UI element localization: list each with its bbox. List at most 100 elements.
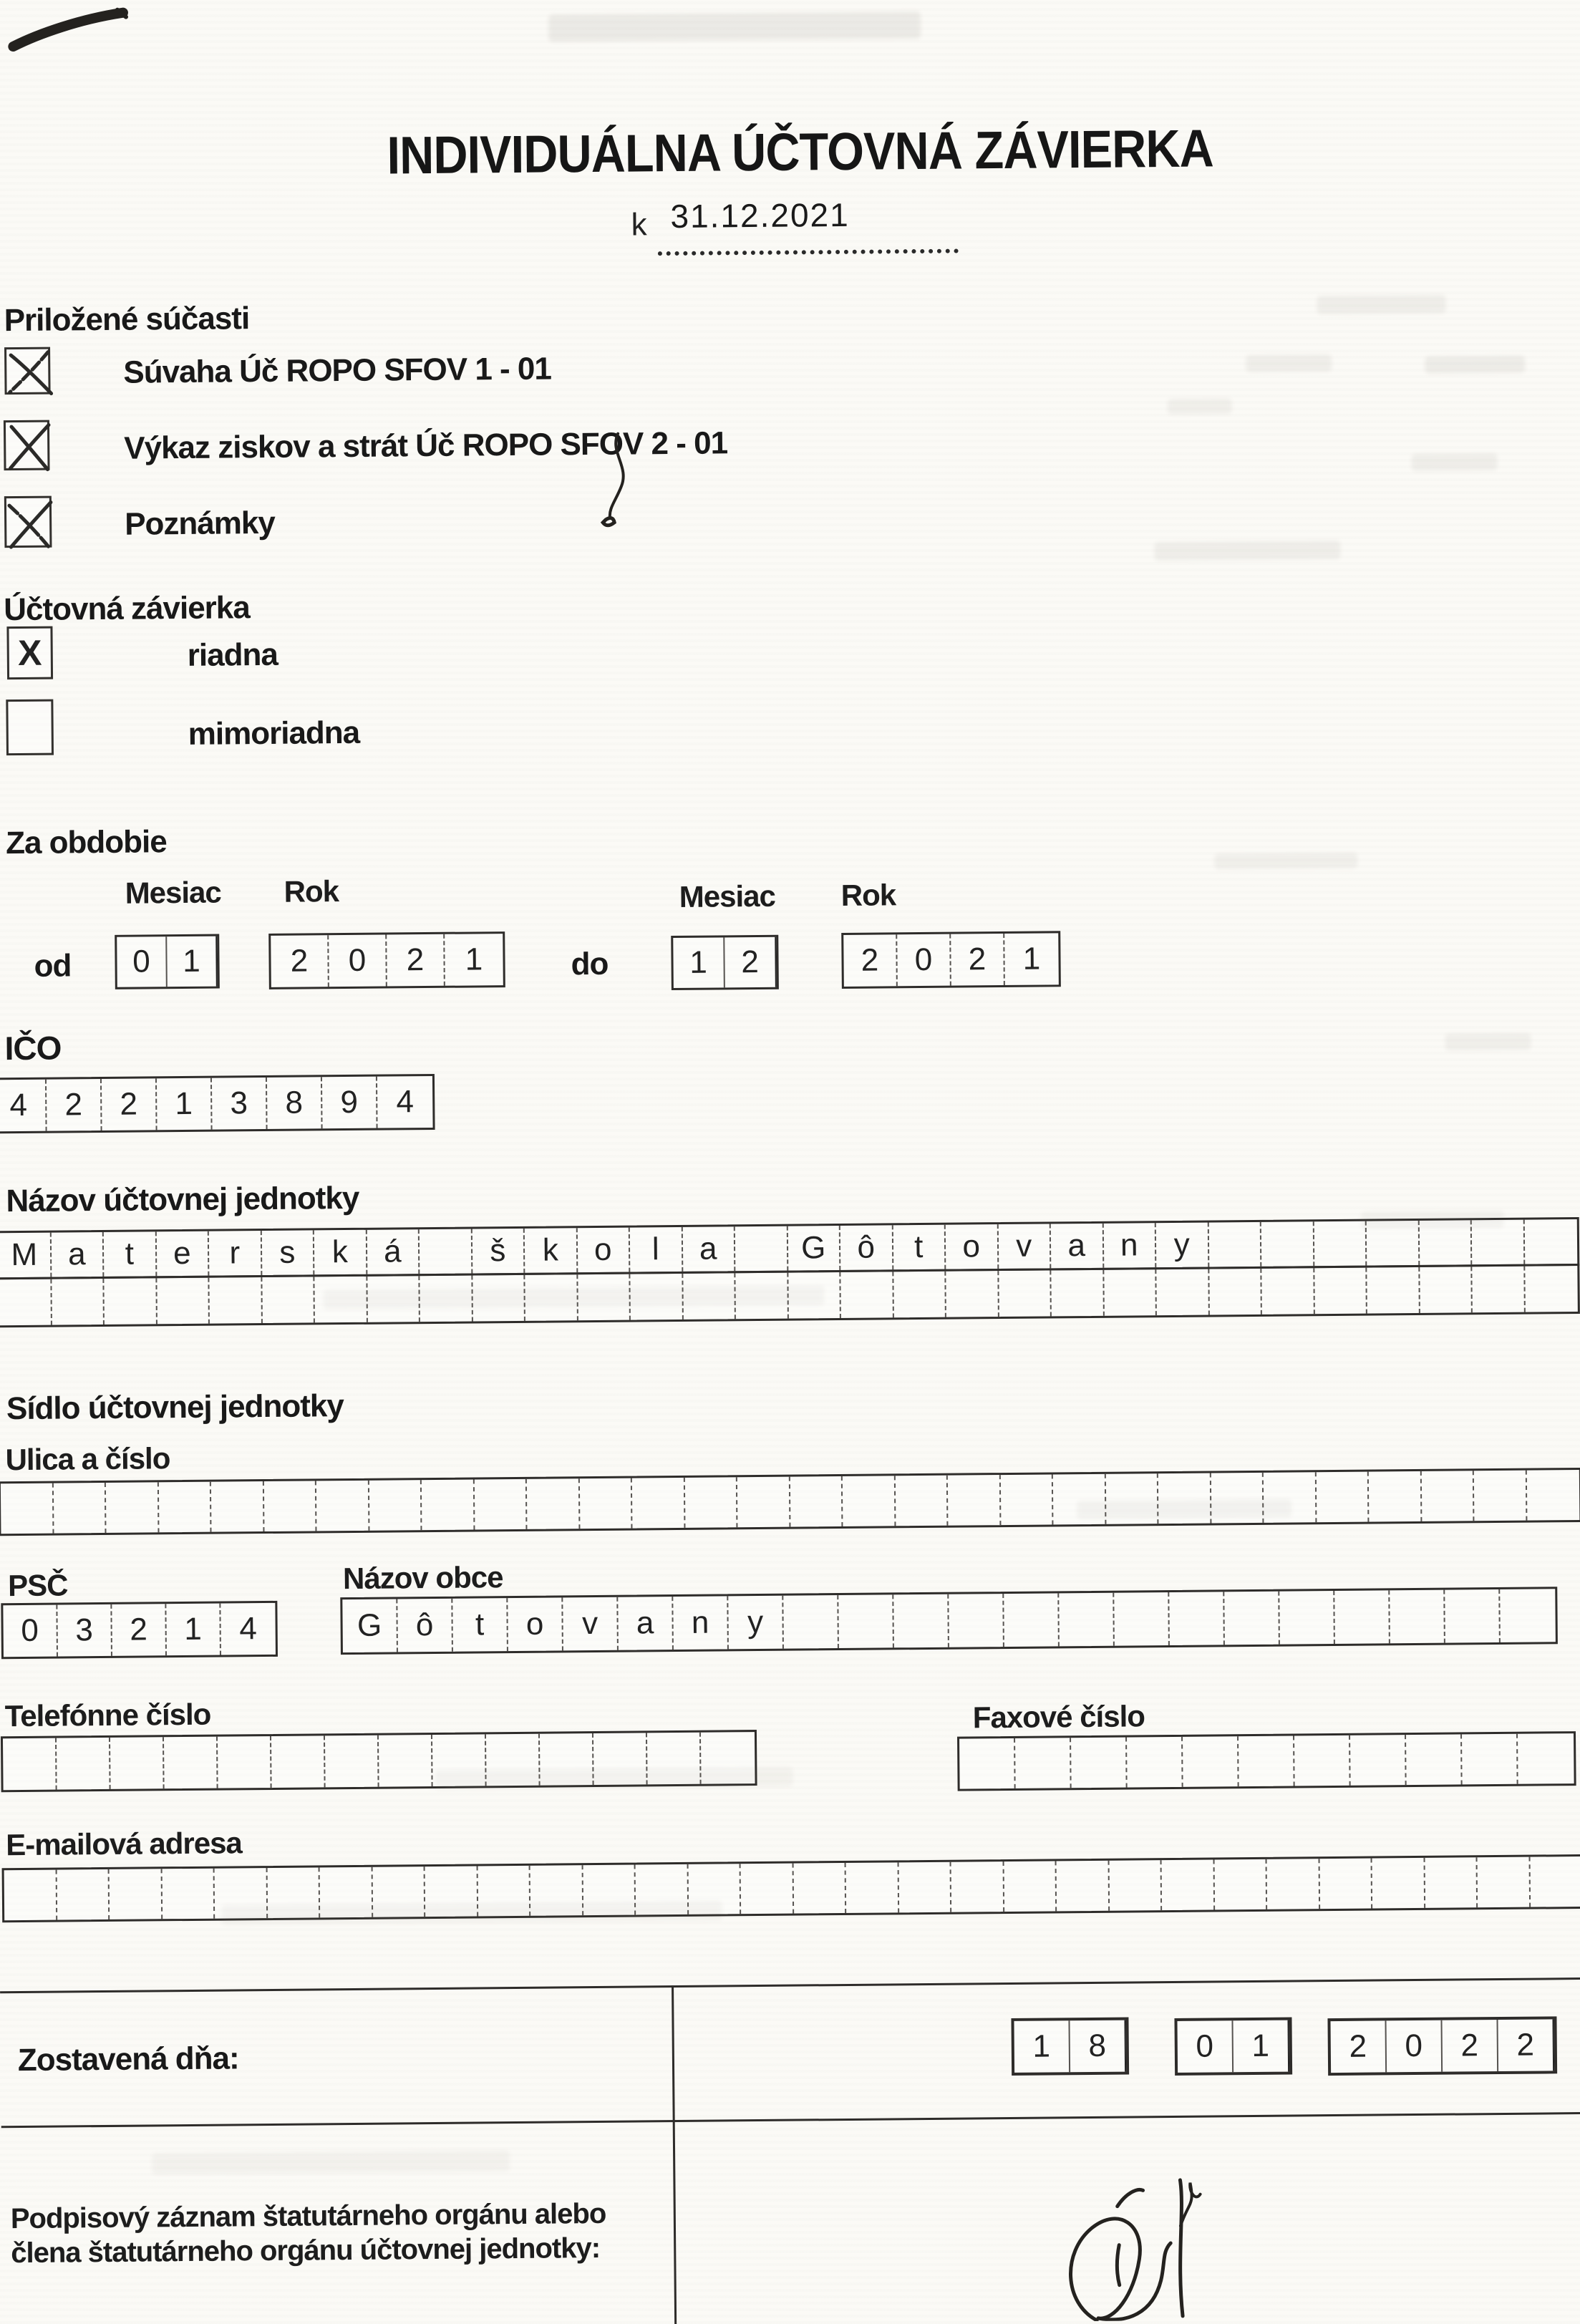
char-cell (0, 1279, 52, 1326)
char-cell (1059, 1592, 1115, 1647)
char-cell: 2 (724, 936, 777, 988)
char-cell (898, 1861, 952, 1913)
char-cell (105, 1482, 159, 1533)
attachment-label-suvaha: Súvaha Úč ROPO SFOV 1 - 01 (123, 351, 552, 390)
char-cell (1314, 1267, 1367, 1314)
x-mark-icon (8, 350, 54, 396)
char-cell: 2 (843, 934, 898, 987)
attachment-checkbox-suvaha (4, 347, 54, 396)
psc-label: PSČ (7, 1568, 68, 1603)
closing-label-riadna: riadna (187, 636, 278, 673)
char-cell: 1 (673, 937, 725, 989)
char-cell (1015, 1738, 1072, 1788)
char-cell (110, 1737, 165, 1789)
entity-name-label: Názov účtovnej jednotky (6, 1180, 359, 1219)
signature-scribble (1069, 2178, 1202, 2322)
char-cell (1266, 1859, 1320, 1909)
char-cell (1103, 1269, 1157, 1316)
char-cell (163, 1736, 218, 1789)
char-cell (1473, 1470, 1527, 1521)
char-cell: 1 (465, 941, 483, 977)
char-cell (1367, 1267, 1420, 1314)
char-cell (1056, 1860, 1110, 1912)
closing-heading: Účtovná závierka (4, 590, 250, 628)
char-cell: 3 (211, 1077, 268, 1130)
bleed-artifact (548, 11, 921, 42)
char-cell (1334, 1590, 1390, 1644)
fax-grid (957, 1731, 1576, 1791)
char-cell (1319, 1858, 1373, 1909)
char-cell (1071, 1737, 1128, 1788)
char-cell (56, 1737, 111, 1790)
char-cell: 4 (239, 1611, 258, 1647)
bleed-artifact (1077, 1499, 1292, 1520)
char-cell (217, 1735, 272, 1788)
char-cell: ô (397, 1598, 453, 1652)
char-cell: 0 (329, 934, 387, 987)
char-cell: l (629, 1226, 683, 1272)
bleed-artifact (1425, 355, 1526, 374)
char-cell (104, 1278, 157, 1325)
char-cell (946, 1271, 999, 1317)
char-cell (0, 1483, 54, 1534)
char-cell (1004, 1593, 1060, 1647)
char-cell: 2 (1442, 2020, 1499, 2072)
char-cell: n (1103, 1223, 1157, 1268)
char-cell: 8 (266, 1077, 323, 1129)
attachment-checkbox-vykaz (3, 420, 51, 472)
closing-label-mimoriadna: mimoriadna (188, 715, 360, 752)
char-cell (842, 1476, 896, 1526)
char-cell (1114, 1592, 1170, 1646)
char-cell (1477, 1856, 1531, 1908)
phone-label: Telefónne číslo (4, 1697, 211, 1733)
char-cell: 1 (167, 936, 218, 987)
char-cell: á (367, 1229, 420, 1274)
char-cell (1004, 1861, 1057, 1912)
char-cell (735, 1226, 788, 1272)
char-cell: 1 (1233, 2020, 1290, 2073)
char-cell: t (103, 1231, 157, 1277)
char-cell (1425, 1857, 1478, 1908)
char-cell (1390, 1589, 1445, 1644)
char-cell (53, 1482, 107, 1534)
char-cell (324, 1735, 379, 1788)
char-cell (51, 1278, 105, 1325)
char-cell (1518, 1733, 1574, 1784)
char-cell (1445, 1589, 1501, 1643)
char-cell (2, 1738, 57, 1791)
char-cell (1406, 1734, 1463, 1786)
char-cell (1156, 1269, 1210, 1316)
period-from-label: od (34, 948, 72, 984)
char-cell: 2 (1330, 2020, 1387, 2073)
char-cell: a (618, 1597, 674, 1650)
char-cell (1316, 1471, 1370, 1523)
compiled-date-label: Zostavená dňa: (17, 2040, 239, 2078)
char-cell (1350, 1735, 1407, 1786)
period-from-month-label: Mesiac (125, 875, 221, 910)
char-cell: a (682, 1226, 736, 1272)
bleed-artifact (1246, 354, 1332, 373)
char-cell (421, 1479, 475, 1531)
char-cell (109, 1869, 163, 1919)
char-cell (1161, 1859, 1215, 1911)
char-cell: e (156, 1231, 210, 1277)
char-cell: 3 (57, 1604, 112, 1657)
char-cell: a (1050, 1223, 1104, 1269)
char-cell: 1 (1014, 2020, 1071, 2073)
footer-top-rule (0, 1977, 1580, 1994)
char-cell (1472, 1266, 1526, 1313)
char-cell: 0 (1177, 2020, 1234, 2073)
char-cell: o (508, 1597, 563, 1652)
char-cell: 2 (271, 935, 329, 987)
attachment-checkbox-poznamky (4, 495, 53, 551)
char-cell (1208, 1268, 1262, 1315)
signature-label-line1: Podpisový záznam štatutárneho orgánu ale… (10, 2197, 606, 2235)
char-cell (316, 1480, 369, 1531)
char-cell: s (261, 1230, 315, 1276)
char-cell: o (577, 1227, 631, 1273)
